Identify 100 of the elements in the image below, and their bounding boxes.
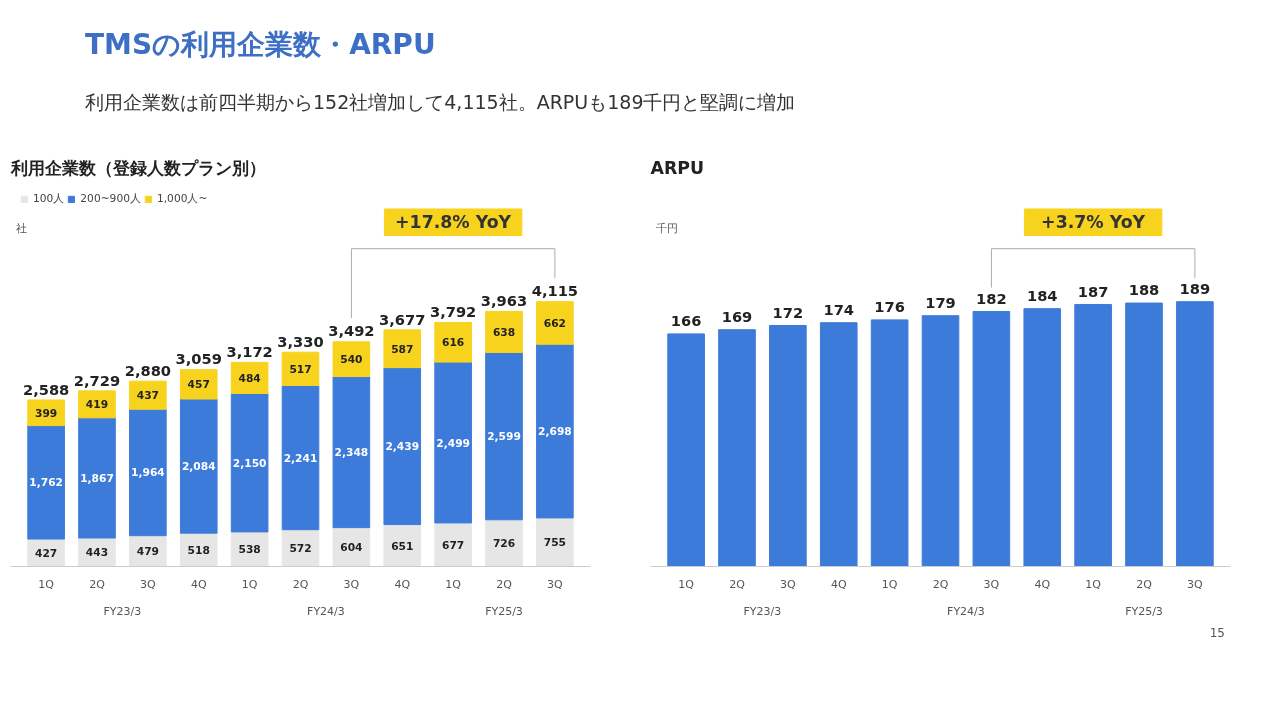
x-tick-label: 4Q — [1034, 577, 1051, 591]
bar — [179, 369, 218, 400]
bar — [921, 315, 960, 567]
total-label: 2,880 — [124, 361, 172, 379]
x-tick-label: 2Q — [1136, 577, 1153, 591]
total-label: 3,677 — [379, 310, 426, 328]
bar — [383, 367, 422, 526]
data-label: 604 — [340, 541, 363, 555]
total-label: 3,963 — [480, 292, 528, 310]
bar — [27, 425, 65, 540]
x-tick-label: 4Q — [830, 577, 847, 591]
data-label: 182 — [976, 289, 1007, 307]
data-label: 616 — [442, 336, 465, 350]
data-label: 399 — [34, 406, 58, 420]
data-label: 517 — [289, 362, 312, 376]
bar — [485, 352, 523, 521]
bar — [718, 329, 756, 567]
data-label: 479 — [136, 545, 159, 559]
total-label: 2,588 — [22, 380, 70, 398]
data-label: 189 — [1179, 279, 1211, 297]
total-label: 3,059 — [175, 350, 222, 368]
x-tick-label: 1Q — [445, 577, 462, 591]
x-tick-label: 3Q — [547, 577, 564, 591]
text: 利用企業数は前四半期から152社増加して4,115社。ARPUも189千円と堅調に増加 — [85, 90, 796, 115]
data-label: 726 — [492, 537, 516, 551]
bar — [536, 517, 574, 567]
data-label: 187 — [1077, 282, 1109, 300]
bar — [434, 361, 472, 524]
text: FY25/3 — [1125, 604, 1163, 618]
data-label: 169 — [721, 307, 753, 325]
total-label: 3,792 — [429, 303, 477, 321]
text: +3.7% YoY — [1041, 212, 1146, 233]
data-label: 188 — [1128, 281, 1160, 299]
x-tick-label: 2Q — [89, 577, 106, 591]
data-label: 457 — [187, 378, 210, 392]
data-label: 427 — [34, 546, 58, 560]
data-label: 1,964 — [131, 466, 165, 480]
data-label: 176 — [874, 297, 905, 315]
data-label: 2,084 — [181, 460, 216, 474]
data-label: 484 — [238, 371, 261, 385]
text: TMSの利用企業数・ARPU — [85, 27, 437, 63]
bar — [179, 398, 218, 534]
legend-label: 200~900人 — [80, 192, 141, 206]
data-label: 572 — [289, 542, 312, 556]
data-label: 2,599 — [487, 430, 521, 444]
chart-title: ARPU — [650, 157, 705, 178]
bar — [667, 333, 705, 567]
legend-label: 100人 — [33, 192, 65, 206]
x-tick-label: 4Q — [190, 577, 207, 591]
x-tick-label: 1Q — [38, 577, 55, 591]
text: FY23/3 — [743, 604, 782, 618]
total-label: 3,492 — [328, 322, 375, 340]
bar — [129, 408, 167, 537]
bar — [536, 301, 574, 345]
bar — [230, 393, 269, 533]
data-label: 677 — [442, 538, 465, 552]
x-tick-label: 1Q — [678, 577, 695, 591]
y-axis-title: 社 — [15, 222, 27, 236]
text: FY24/3 — [947, 604, 985, 618]
data-label: 179 — [925, 293, 956, 311]
text: +17.8% YoY — [395, 212, 512, 233]
x-tick-label: 3Q — [343, 577, 360, 591]
total-label: 4,115 — [531, 282, 579, 300]
data-label: 1,762 — [29, 476, 63, 490]
text: FY24/3 — [307, 604, 345, 618]
bar — [536, 343, 574, 519]
data-label: 755 — [543, 536, 567, 550]
x-tick-label: 1Q — [881, 577, 898, 591]
legend-label: 1,000人~ — [156, 192, 208, 206]
data-label: 662 — [543, 316, 567, 330]
total-label: 3,172 — [226, 343, 273, 361]
data-label: 437 — [136, 389, 159, 403]
data-label: 2,348 — [334, 446, 369, 460]
x-tick-label: 2Q — [729, 577, 746, 591]
data-label: 651 — [391, 539, 414, 553]
bar — [332, 341, 371, 378]
data-label: 2,241 — [283, 451, 318, 465]
data-label: 540 — [340, 353, 363, 367]
data-label: 166 — [670, 311, 702, 329]
bar — [129, 380, 167, 410]
data-label: 518 — [187, 543, 210, 557]
bar — [485, 310, 523, 354]
data-label: 172 — [772, 303, 804, 321]
x-tick-label: 3Q — [983, 577, 1000, 591]
text: 15 — [1208, 625, 1225, 642]
text: FY25/3 — [485, 604, 523, 618]
x-tick-label: 2Q — [932, 577, 949, 591]
bar — [1074, 303, 1112, 567]
x-tick-label: 3Q — [780, 577, 797, 591]
bar — [383, 524, 422, 567]
data-label: 2,698 — [538, 425, 572, 439]
bar — [819, 322, 858, 567]
data-label: 419 — [85, 398, 109, 412]
x-tick-label: 1Q — [1085, 577, 1102, 591]
bar — [281, 384, 320, 531]
data-label: 1,867 — [80, 471, 114, 485]
bar — [383, 329, 422, 369]
bar — [972, 310, 1011, 567]
y-axis-title: 千円 — [655, 222, 678, 236]
data-label: 174 — [823, 300, 855, 318]
